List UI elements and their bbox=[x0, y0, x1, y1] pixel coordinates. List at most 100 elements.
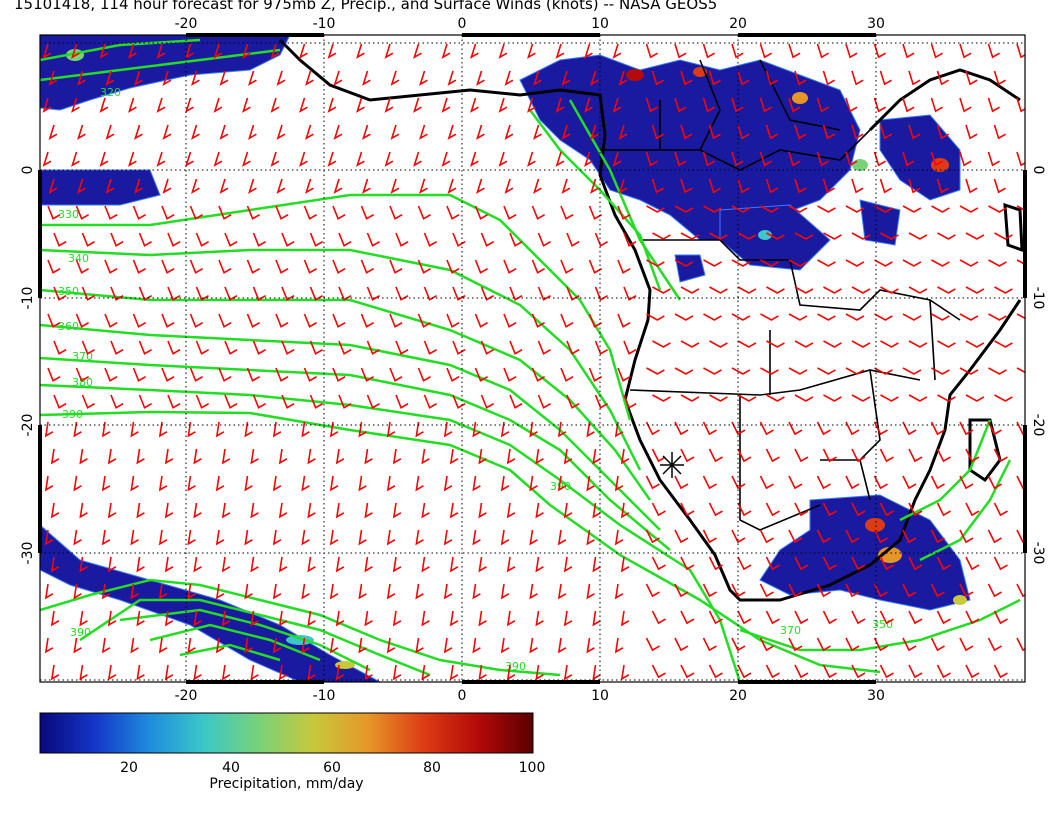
wind-barb bbox=[164, 502, 174, 519]
wind-barb bbox=[965, 502, 980, 517]
wind-barb bbox=[107, 664, 117, 681]
wind-barb bbox=[651, 178, 664, 194]
wind-barb bbox=[908, 124, 921, 140]
wind-barb bbox=[737, 340, 757, 348]
wind-barb bbox=[221, 556, 231, 573]
wind-barb bbox=[419, 70, 428, 86]
wind-barb bbox=[47, 367, 61, 382]
wind-barb bbox=[130, 583, 139, 600]
wind-barb bbox=[874, 313, 893, 321]
wind-barb bbox=[77, 70, 86, 86]
wind-barb bbox=[81, 286, 95, 301]
wind-barb bbox=[709, 232, 728, 240]
wind-barb bbox=[272, 583, 282, 600]
wind-barb bbox=[134, 70, 143, 86]
wind-barb bbox=[48, 178, 58, 194]
wind-barb bbox=[386, 421, 396, 438]
wind-barb bbox=[566, 286, 580, 301]
wind-barb bbox=[560, 367, 574, 382]
wind-barb bbox=[845, 637, 860, 652]
wind-barb bbox=[563, 502, 573, 519]
wind-barb bbox=[645, 583, 660, 598]
wind-barb bbox=[107, 502, 117, 519]
wind-barb bbox=[101, 475, 111, 492]
wind-barb bbox=[53, 340, 67, 355]
wind-barb bbox=[561, 178, 571, 194]
wind-barb bbox=[702, 43, 715, 59]
wind-barb bbox=[959, 205, 979, 213]
wind-barb bbox=[301, 475, 310, 492]
wind-barb bbox=[364, 610, 373, 627]
wind-barb bbox=[191, 124, 200, 140]
wind-barb bbox=[75, 205, 89, 220]
wind-barb bbox=[224, 286, 238, 301]
wind-barb bbox=[221, 502, 231, 519]
wind-barb bbox=[959, 637, 974, 652]
wind-barb bbox=[873, 97, 886, 113]
wind-barb bbox=[384, 151, 394, 167]
wind-barb bbox=[560, 313, 574, 328]
wind-barb bbox=[614, 421, 624, 438]
wind-barb bbox=[555, 97, 565, 113]
wind-barb bbox=[162, 70, 172, 86]
wind-barb bbox=[441, 151, 451, 167]
wind-barb bbox=[588, 367, 602, 382]
wind-barb bbox=[737, 664, 752, 679]
wind-barb bbox=[480, 286, 494, 301]
wind-barb bbox=[366, 340, 380, 355]
wind-barb bbox=[614, 475, 624, 492]
wind-barb bbox=[674, 637, 689, 652]
wind-barb bbox=[498, 97, 508, 113]
wind-barb bbox=[680, 124, 693, 140]
wind-barb bbox=[110, 394, 124, 409]
wind-barb bbox=[612, 43, 622, 59]
wind-barb bbox=[674, 151, 687, 167]
wind-barb bbox=[101, 637, 111, 654]
wind-barb bbox=[765, 664, 780, 679]
wind-barb bbox=[307, 502, 316, 519]
wind-barb bbox=[193, 556, 202, 573]
wind-barb bbox=[333, 124, 343, 140]
wind-barb bbox=[880, 286, 899, 294]
wind-barb bbox=[335, 556, 345, 573]
wind-barb bbox=[988, 367, 1007, 375]
wind-barb bbox=[674, 367, 694, 375]
wind-barb bbox=[908, 394, 928, 402]
x-tick-label: -10 bbox=[313, 16, 336, 32]
wind-barb bbox=[107, 448, 117, 465]
wind-barb bbox=[873, 583, 888, 598]
wind-barb bbox=[557, 475, 567, 492]
x-tick-label: 30 bbox=[867, 688, 885, 704]
wind-barb bbox=[531, 367, 545, 382]
wind-barb bbox=[851, 178, 864, 194]
wind-barb bbox=[623, 232, 637, 247]
wind-barb bbox=[759, 475, 774, 490]
wind-barb bbox=[158, 637, 168, 654]
wind-barb bbox=[908, 286, 928, 294]
wind-barb bbox=[104, 259, 118, 274]
wind-barb bbox=[766, 286, 785, 294]
wind-barb bbox=[588, 313, 602, 328]
wind-barb bbox=[248, 124, 257, 140]
wind-barb bbox=[702, 475, 717, 490]
wind-barb bbox=[162, 178, 172, 194]
wind-barb bbox=[246, 367, 260, 382]
wind-barb bbox=[303, 313, 317, 328]
wind-barb bbox=[902, 43, 915, 59]
wind-barb bbox=[79, 502, 88, 519]
wind-barb bbox=[902, 259, 922, 267]
wind-barb bbox=[529, 475, 538, 492]
wind-barb bbox=[250, 556, 259, 573]
frame-ticks bbox=[38, 33, 1027, 684]
wind-barb bbox=[275, 259, 289, 274]
wind-barb bbox=[307, 556, 316, 573]
wind-barb bbox=[794, 70, 807, 86]
wind-barb bbox=[358, 475, 367, 492]
wind-barb bbox=[994, 232, 1013, 240]
wind-barb bbox=[1016, 313, 1025, 320]
wind-barb bbox=[936, 70, 949, 86]
wind-barb bbox=[822, 502, 837, 517]
wind-barb bbox=[822, 556, 837, 571]
wind-barb bbox=[845, 475, 860, 490]
wind-barb bbox=[73, 475, 82, 492]
